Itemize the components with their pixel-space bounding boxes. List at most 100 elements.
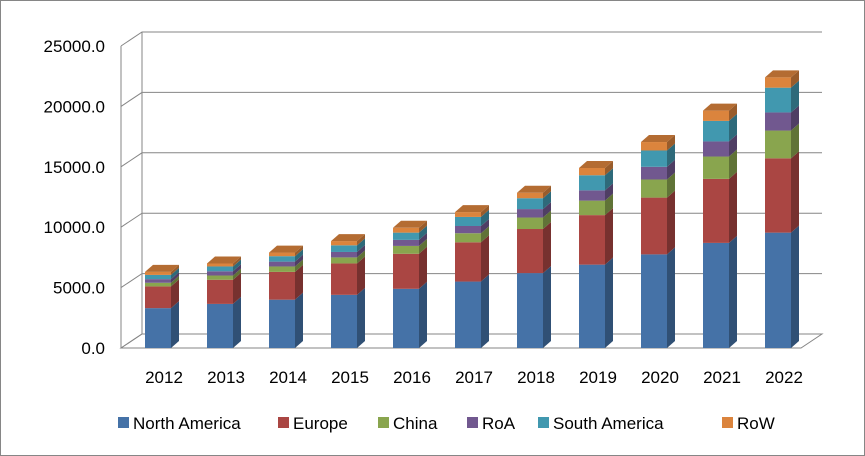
bar-stack-2012 — [145, 264, 179, 348]
bar-segment — [703, 134, 737, 157]
bar-segment — [393, 246, 427, 289]
bar-segment — [703, 103, 737, 121]
legend-label: South America — [553, 414, 664, 433]
bar-segment — [331, 234, 365, 246]
bar-segment — [641, 247, 675, 348]
bar-segment — [641, 159, 675, 180]
bar-segment — [517, 222, 551, 274]
x-category-label: 2016 — [393, 368, 431, 387]
bar-segment — [207, 264, 241, 276]
bar-segment — [145, 272, 179, 283]
legend-swatch — [722, 417, 733, 428]
bar-segment — [641, 172, 675, 198]
bar-segment — [765, 80, 799, 113]
bar-segment — [579, 257, 613, 348]
bar-segment — [207, 268, 241, 280]
bar-segment — [269, 245, 303, 257]
x-category-label: 2020 — [641, 368, 679, 387]
bar-segment — [579, 208, 613, 265]
y-axis-tick-labels: 0.0 5000.0 10000.0 15000.0 20000.0 25000.0 — [44, 37, 105, 358]
y-tick-label: 20000.0 — [44, 97, 105, 116]
bar-stack-2017 — [455, 205, 489, 348]
bar-segment — [207, 272, 241, 304]
x-category-label: 2015 — [331, 368, 369, 387]
legend-swatch — [467, 417, 478, 428]
legend-item: Europe — [278, 414, 348, 433]
bar-stack-2018 — [517, 185, 551, 348]
bar-segment — [145, 267, 179, 280]
bar-segment — [269, 292, 303, 348]
legend-swatch — [378, 417, 389, 428]
bar-stack-2019 — [579, 161, 613, 348]
bar-stack-2013 — [207, 256, 241, 348]
bar-stack-2020 — [641, 135, 675, 348]
bar-segment — [207, 259, 241, 272]
y-tick-label: 0.0 — [81, 339, 105, 358]
y-tick-label: 15000.0 — [44, 158, 105, 177]
bar-segment — [517, 191, 551, 210]
bar-segment — [455, 235, 489, 282]
legend-swatch — [538, 417, 549, 428]
x-category-label: 2021 — [703, 368, 741, 387]
bar-segment — [145, 279, 179, 309]
legend-label: North America — [133, 414, 241, 433]
bar-segment — [331, 244, 365, 258]
bar-stack-2015 — [331, 234, 365, 348]
bar-segment — [331, 256, 365, 295]
x-category-label: 2022 — [765, 368, 803, 387]
bar-segment — [269, 254, 303, 267]
legend-item: RoW — [722, 414, 775, 433]
bar-segment — [455, 205, 489, 217]
x-axis-category-labels: 2012 2013 2014 2015 2016 2017 2018 2019 2020 2021… — [145, 368, 803, 387]
bar-segment — [455, 274, 489, 348]
bar-segment — [517, 202, 551, 218]
bar-segment — [331, 250, 365, 264]
gridline — [120, 31, 822, 47]
bar-segment — [517, 185, 551, 199]
bar-segment — [579, 161, 613, 176]
x-category-label: 2012 — [145, 368, 183, 387]
legend-item: RoA — [467, 414, 516, 433]
legend-item: China — [378, 414, 438, 433]
legend-label: Europe — [293, 414, 348, 433]
bar-stack-2021 — [703, 103, 737, 348]
legend-item: North America — [118, 414, 241, 433]
bar-segment — [331, 287, 365, 348]
bar-segment — [393, 232, 427, 246]
bar-segment — [641, 143, 675, 167]
x-category-label: 2018 — [517, 368, 555, 387]
gridline — [120, 91, 822, 107]
bar-segment — [455, 218, 489, 234]
bar-segment — [765, 151, 799, 233]
legend-item: South America — [538, 414, 664, 433]
bar-segment — [269, 259, 303, 272]
bar-segment — [517, 266, 551, 348]
bar-segment — [517, 210, 551, 230]
bar-segment — [207, 256, 241, 267]
bar-segment — [765, 123, 799, 159]
x-category-label: 2014 — [269, 368, 307, 387]
bar-segment — [393, 225, 427, 240]
bar-segment — [207, 296, 241, 348]
bar-segment — [703, 113, 737, 142]
gridline — [120, 152, 822, 168]
bar-segment — [269, 249, 303, 262]
bar-segment — [703, 171, 737, 243]
bar-segment — [579, 183, 613, 201]
bar-segment — [331, 238, 365, 252]
y-tick-label: 10000.0 — [44, 218, 105, 237]
bar-segment — [145, 301, 179, 348]
bar-segment — [703, 235, 737, 348]
bar-stack-2016 — [393, 220, 427, 348]
bar-segment — [579, 193, 613, 216]
bars — [145, 70, 799, 348]
bar-segment — [641, 135, 675, 151]
bar-segment — [765, 225, 799, 348]
bar-segment — [393, 238, 427, 254]
bar-segment — [145, 275, 179, 287]
legend: North America Europe China RoA South America… — [118, 414, 775, 433]
bar-segment — [641, 190, 675, 255]
bar-segment — [765, 70, 799, 88]
